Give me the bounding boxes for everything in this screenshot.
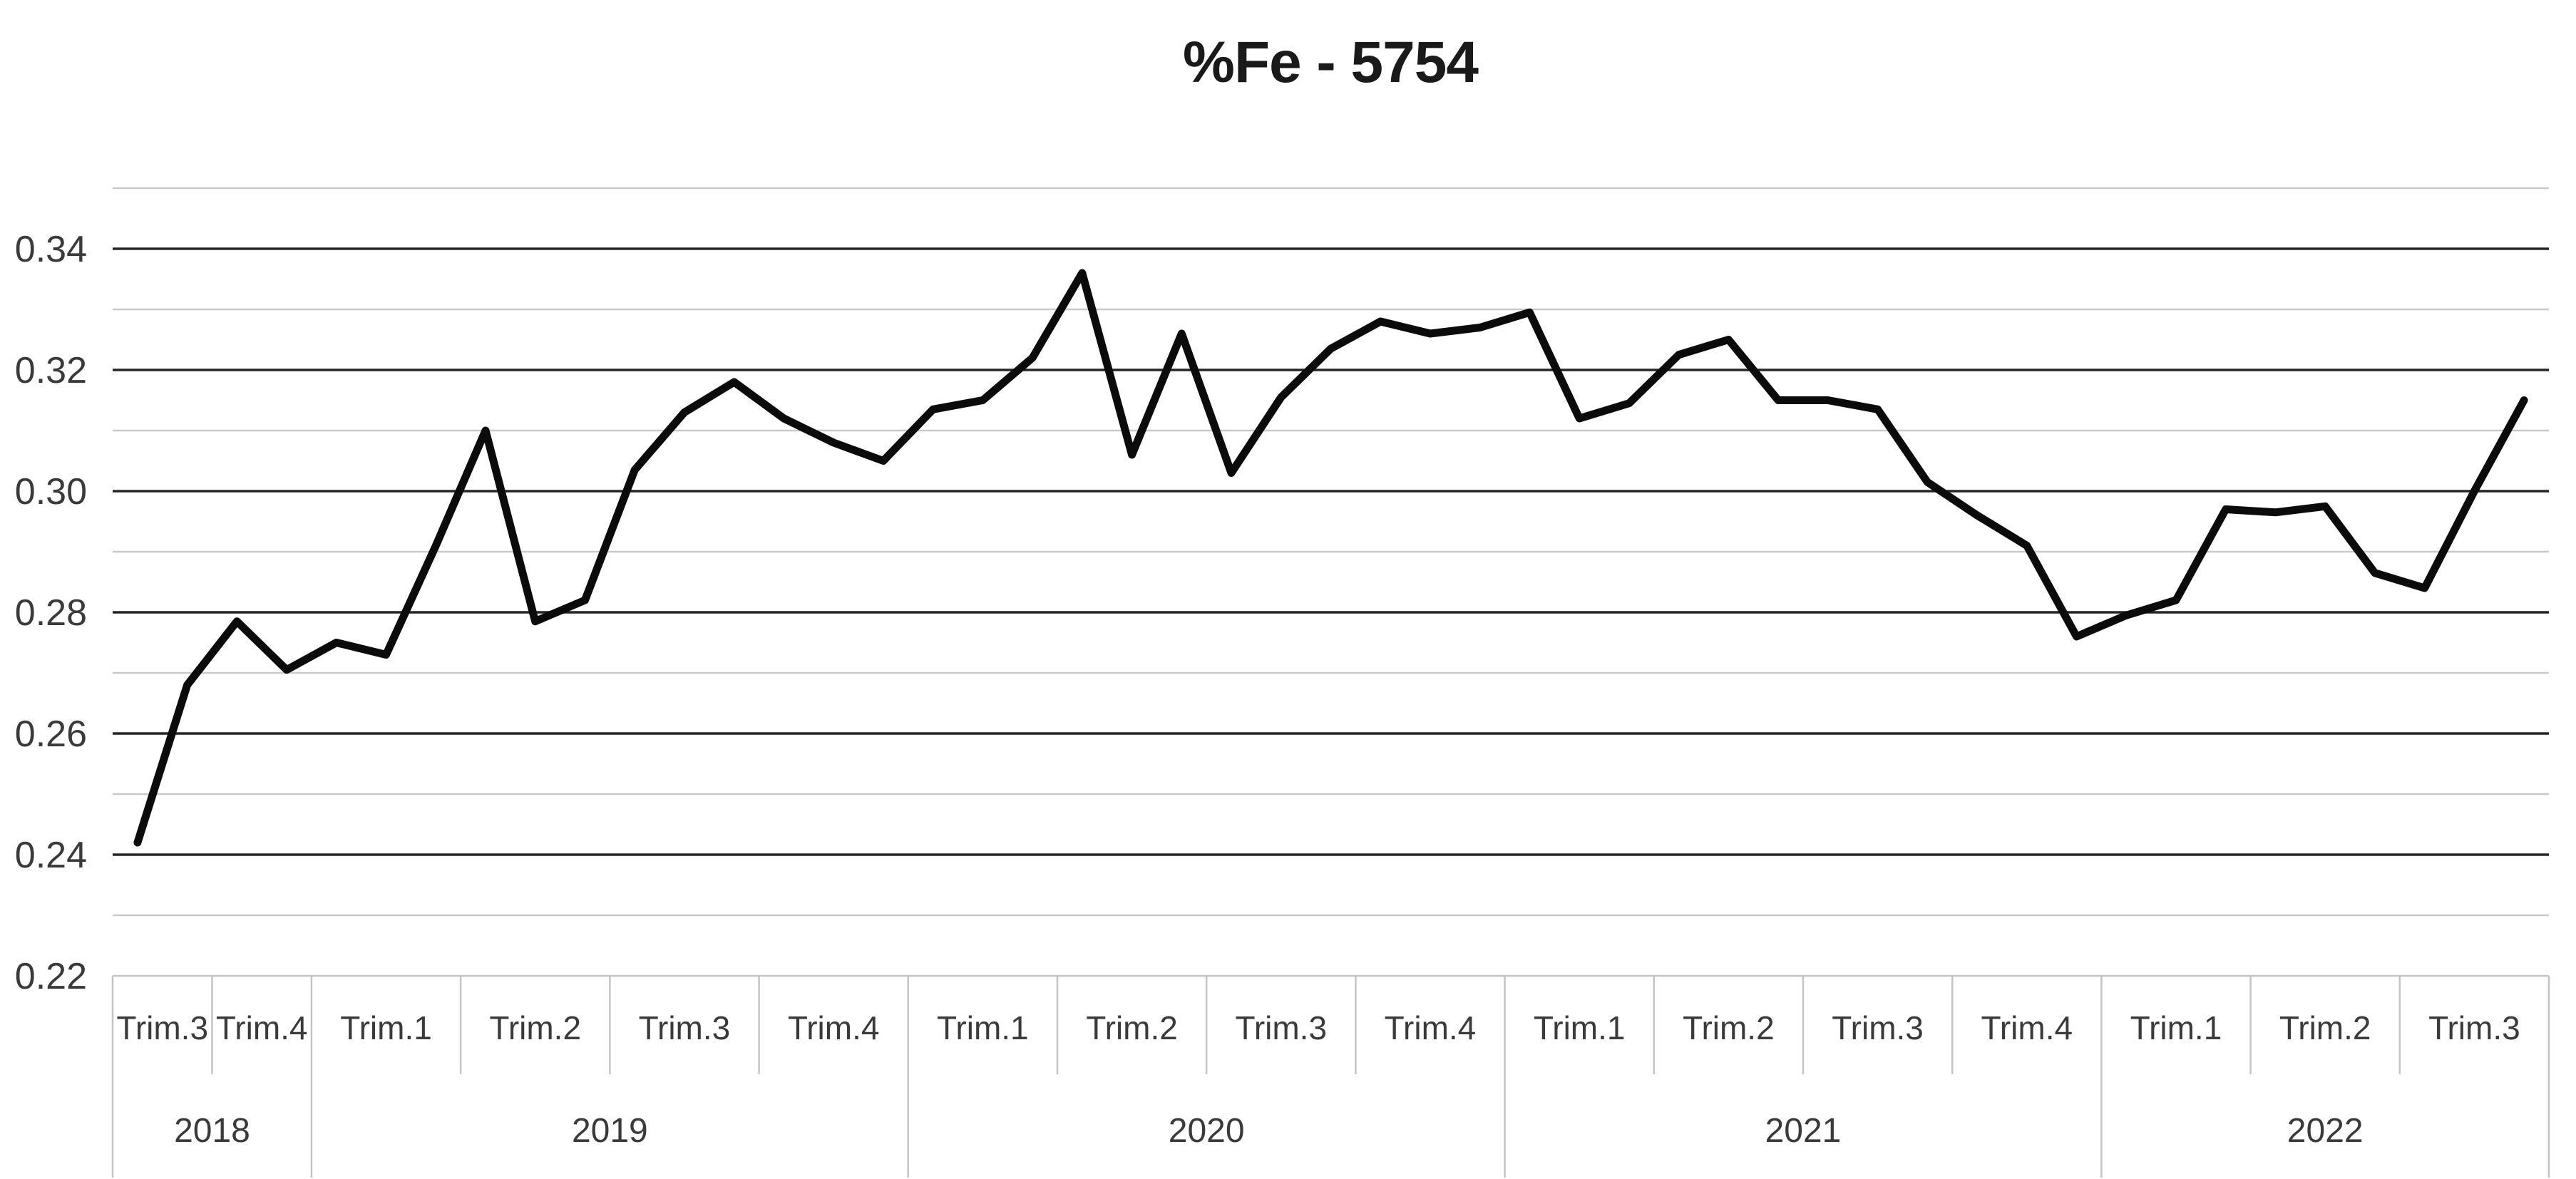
x-axis-year-label: 2021 [1765,1112,1842,1150]
x-axis-quarter-label: Trim.1 [937,1009,1029,1046]
x-axis-quarter-label: Trim.1 [2130,1009,2222,1046]
x-axis-quarter-label: Trim.4 [788,1009,880,1046]
x-axis-quarter-label: Trim.3 [1235,1009,1327,1046]
x-axis-year-label: 2020 [1169,1112,1245,1150]
x-axis-quarter-label: Trim.1 [1534,1009,1626,1046]
x-axis-quarter-label: Trim.3 [639,1009,731,1046]
y-axis-tick-label: 0.28 [15,592,87,634]
y-axis-tick-label: 0.22 [15,956,87,997]
x-axis-quarter-label: Trim.4 [1385,1009,1477,1046]
x-axis-quarter-label: Trim.2 [1683,1009,1775,1046]
x-axis-quarter-label: Trim.2 [2279,1009,2371,1046]
chart-title: %Fe - 5754 [1183,30,1479,95]
x-axis-quarter-label: Trim.3 [1832,1009,1924,1046]
x-axis-quarter-label: Trim.4 [1981,1009,2073,1046]
y-axis-tick-label: 0.26 [15,714,87,755]
x-axis-quarter-label: Trim.3 [2428,1009,2520,1046]
y-axis-tick-label: 0.24 [15,835,87,876]
x-axis-quarter-label: Trim.4 [216,1009,308,1046]
x-axis-quarter-label: Trim.2 [489,1009,581,1046]
y-axis-tick-label: 0.30 [15,471,87,513]
y-axis-tick-label: 0.34 [15,229,87,270]
y-axis-tick-label: 0.32 [15,350,87,391]
x-axis-quarter-label: Trim.3 [116,1009,208,1046]
x-axis-year-label: 2022 [2287,1112,2364,1150]
series-line [133,269,2528,847]
x-axis-quarter-label: Trim.1 [340,1009,432,1046]
x-axis-quarter-label: Trim.2 [1086,1009,1178,1046]
x-axis-year-label: 2019 [572,1112,648,1150]
x-axis-year-label: 2018 [174,1112,250,1150]
